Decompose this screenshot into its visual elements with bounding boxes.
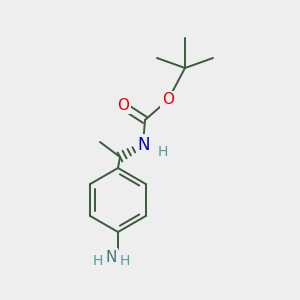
- Text: O: O: [117, 98, 129, 112]
- Text: N: N: [105, 250, 117, 265]
- Text: H: H: [93, 254, 103, 268]
- Text: O: O: [162, 92, 174, 107]
- Text: H: H: [120, 254, 130, 268]
- Text: N: N: [138, 136, 150, 154]
- Text: H: H: [158, 145, 168, 159]
